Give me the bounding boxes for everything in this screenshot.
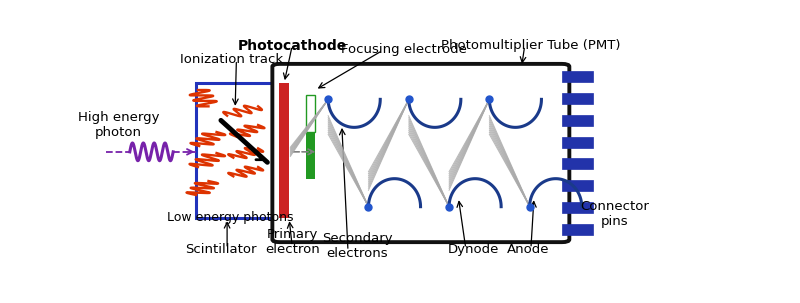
Bar xyxy=(562,224,593,235)
Text: Secondary
electrons: Secondary electrons xyxy=(322,232,393,260)
FancyBboxPatch shape xyxy=(272,64,570,242)
Text: Dynode: Dynode xyxy=(448,243,499,256)
Bar xyxy=(562,202,593,213)
Text: Low energy photons: Low energy photons xyxy=(167,211,294,224)
Text: Focusing electrode: Focusing electrode xyxy=(341,43,466,56)
Bar xyxy=(562,72,593,82)
Text: Anode: Anode xyxy=(506,243,549,256)
Bar xyxy=(562,137,593,148)
Bar xyxy=(196,83,280,218)
Text: Ionization track: Ionization track xyxy=(180,53,283,66)
Bar xyxy=(562,180,593,191)
Text: High energy
photon: High energy photon xyxy=(78,111,159,139)
Bar xyxy=(306,95,315,132)
Text: Connector
pins: Connector pins xyxy=(580,200,649,228)
Bar xyxy=(562,158,593,169)
Text: Photomultiplier Tube (PMT): Photomultiplier Tube (PMT) xyxy=(441,39,621,52)
Bar xyxy=(562,93,593,104)
Bar xyxy=(279,83,289,218)
Bar xyxy=(562,115,593,126)
Text: Scintillator: Scintillator xyxy=(185,243,257,256)
Text: Photocathode: Photocathode xyxy=(238,39,347,53)
Text: Primary
electron: Primary electron xyxy=(265,228,319,256)
Bar xyxy=(306,132,315,179)
